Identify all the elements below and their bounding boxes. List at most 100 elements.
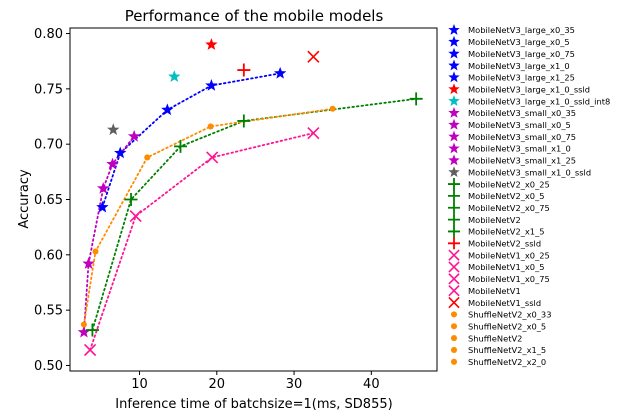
legend-label-24: MobileNetV1_ssld	[468, 298, 541, 308]
data-point-25	[80, 321, 87, 328]
data-point-22	[206, 151, 219, 164]
legend-label-13: MobileNetV3_small_x1_0_ssld	[468, 167, 591, 177]
data-point-16	[173, 139, 187, 153]
x-tick-label: 10	[131, 377, 148, 392]
data-point-5	[273, 66, 287, 79]
legend-marker-2	[448, 35, 460, 47]
legend-label-15: MobileNetV2_x0_5	[468, 191, 545, 201]
data-points	[77, 38, 423, 357]
data-point-12	[127, 129, 141, 142]
legend-label-7: MobileNetV3_large_x1_0_ssld_int8	[468, 96, 610, 106]
legend-marker-29	[450, 358, 458, 365]
y-tick-label: 0.75	[34, 82, 63, 97]
data-point-14	[85, 323, 99, 337]
data-point-24	[307, 50, 320, 63]
legend-label-3: MobileNetV3_large_x0_75	[468, 49, 575, 59]
legend-label-2: MobileNetV3_large_x0_5	[468, 37, 570, 47]
legend-label-20: MobileNetV1_x0_25	[468, 250, 550, 260]
legend-label-21: MobileNetV1_x0_5	[468, 262, 545, 272]
data-point-13	[107, 123, 120, 136]
legend-label-23: MobileNetV1	[468, 286, 521, 296]
legend-marker-19	[448, 237, 460, 250]
legend-marker-7	[448, 95, 460, 106]
legend-label-18: MobileNetV2_x1_5	[468, 227, 545, 237]
legend-marker-14	[448, 178, 460, 191]
legend-marker-13	[448, 166, 460, 178]
x-tick-label: 40	[363, 377, 380, 392]
legend-marker-25	[450, 311, 458, 318]
legend-label-26: ShuffleNetV2_x0_5	[468, 321, 546, 331]
legend-label-19: MobileNetV2_ssld	[468, 239, 541, 249]
legend-marker-9	[448, 118, 460, 130]
data-point-29	[329, 105, 336, 112]
data-point-2	[114, 146, 127, 159]
legend-label-14: MobileNetV2_x0_25	[468, 179, 550, 189]
legend-label-8: MobileNetV3_small_x0_35	[468, 108, 576, 118]
y-tick-label: 0.65	[34, 193, 63, 208]
axes: 10 20 30 40 0.50 0.55 0.60 0.65 0.70 0.75 0.80	[34, 27, 438, 392]
y-tick-label: 0.70	[34, 138, 63, 153]
data-point-9	[82, 257, 95, 269]
legend-label-25: ShuffleNetV2_x0_33	[468, 310, 551, 320]
legend-marker-1	[448, 24, 460, 35]
data-point-6	[205, 38, 218, 50]
legend-marker-10	[448, 130, 460, 142]
legend-marker-6	[448, 83, 460, 95]
legend-marker-16	[448, 201, 460, 214]
trend-line-5	[83, 107, 334, 326]
legend-label-1: MobileNetV3_large_x0_35	[468, 25, 575, 35]
data-point-17	[237, 114, 251, 128]
trend-line-3	[91, 97, 418, 331]
legend-marker-21	[448, 261, 460, 273]
legend: MobileNetV3_large_x0_35 MobileNetV3_large…	[448, 24, 610, 367]
data-point-1	[96, 200, 109, 213]
legend-marker-5	[448, 71, 460, 83]
data-point-27	[144, 154, 151, 161]
data-point-15	[124, 193, 138, 206]
legend-marker-3	[448, 47, 460, 59]
data-point-23	[307, 127, 320, 140]
legend-label-4: MobileNetV3_large_x1_0	[468, 61, 570, 71]
trend-lines	[83, 72, 418, 351]
data-point-19	[237, 63, 251, 77]
x-tick-label: 20	[209, 377, 226, 392]
legend-label-11: MobileNetV3_small_x1_0	[468, 144, 571, 154]
trend-line-1	[101, 72, 282, 209]
data-point-11	[106, 157, 119, 170]
legend-marker-15	[448, 189, 460, 202]
data-point-8	[77, 325, 91, 338]
y-tick-label: 0.55	[34, 304, 63, 319]
legend-label-5: MobileNetV3_large_x1_25	[468, 73, 575, 83]
chart-title: Performance of the mobile models	[125, 7, 384, 25]
data-point-4	[205, 79, 218, 91]
y-tick-label: 0.50	[34, 359, 63, 374]
data-point-7	[168, 70, 181, 82]
legend-label-28: ShuffleNetV2_x1_5	[468, 345, 546, 355]
legend-marker-8	[448, 106, 460, 118]
legend-marker-11	[448, 142, 460, 154]
data-point-28	[207, 123, 214, 130]
legend-label-9: MobileNetV3_small_x0_5	[468, 120, 571, 130]
trend-line-2	[83, 135, 136, 334]
legend-marker-17	[448, 213, 460, 226]
data-point-26	[92, 248, 99, 255]
data-point-10	[97, 181, 110, 194]
y-tick-label: 0.80	[34, 27, 63, 42]
legend-label-17: MobileNetV2	[468, 215, 521, 225]
data-point-21	[129, 210, 142, 223]
legend-label-22: MobileNetV1_x0_75	[468, 274, 550, 284]
legend-label-27: ShuffleNetV2	[468, 333, 522, 343]
legend-label-10: MobileNetV3_small_x0_75	[468, 132, 576, 142]
data-point-20	[83, 343, 97, 357]
legend-marker-23	[448, 285, 460, 297]
legend-marker-28	[450, 346, 458, 353]
legend-marker-22	[448, 273, 460, 285]
data-point-3	[161, 103, 174, 116]
legend-marker-12	[448, 154, 460, 166]
legend-label-6: MobileNetV3_large_x1_0_ssld	[468, 84, 590, 94]
y-axis-label: Accuracy	[17, 169, 32, 229]
legend-marker-20	[448, 249, 460, 261]
y-tick-label: 0.60	[34, 248, 63, 263]
legend-marker-18	[448, 225, 460, 238]
